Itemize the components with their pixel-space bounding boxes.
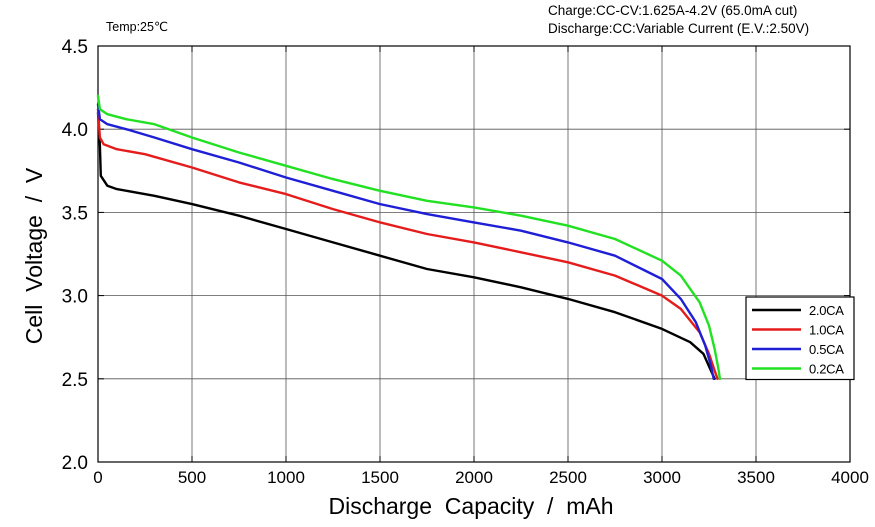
temperature-note: Temp:25℃ — [106, 20, 168, 34]
x-tick-label: 3000 — [643, 468, 681, 487]
axis-ticks — [97, 45, 851, 463]
discharge-condition-note: Discharge:CC:Variable Current (E.V.:2.50… — [548, 21, 810, 36]
series-lines — [96, 94, 722, 380]
legend-label: 2.0CA — [809, 303, 844, 318]
x-tick-label: 3500 — [737, 468, 775, 487]
y-tick-label: 4.0 — [62, 120, 88, 141]
legend-label: 0.5CA — [809, 342, 844, 357]
series-line-2-0CA — [96, 111, 716, 380]
y-axis-label: Cell Voltage / V — [21, 167, 47, 344]
y-tick-label: 2.5 — [62, 370, 88, 391]
y-tick-label: 3.0 — [62, 287, 88, 308]
legend-label: 1.0CA — [809, 323, 844, 338]
x-tick-label: 2000 — [455, 468, 493, 487]
x-tick-label: 2500 — [549, 468, 587, 487]
legend-label: 0.2CA — [809, 362, 844, 377]
series-line-0-2CA — [96, 94, 722, 380]
y-tick-label: 4.5 — [62, 37, 88, 58]
x-tick-label: 1000 — [267, 468, 305, 487]
y-tick-label: 3.5 — [62, 203, 88, 224]
x-tick-label: 0 — [93, 468, 102, 487]
series-line-0-5CA — [96, 103, 715, 380]
x-tick-label: 4000 — [831, 468, 869, 487]
x-tick-label: 500 — [178, 468, 206, 487]
x-tick-labels: 0 500 1000 1500 2000 2500 3000 3500 4000 — [93, 468, 869, 487]
series-line-1-0CA — [96, 108, 719, 380]
x-axis-label: Discharge Capacity / mAh — [328, 493, 613, 519]
y-tick-label: 2.0 — [62, 453, 88, 474]
x-tick-label: 1500 — [361, 468, 399, 487]
grid-lines — [98, 46, 850, 462]
legend: 2.0CA 1.0CA 0.5CA 0.2CA — [745, 296, 855, 381]
y-tick-labels: 2.0 2.5 3.0 3.5 4.0 4.5 — [62, 37, 88, 474]
charge-condition-note: Charge:CC-CV:1.625A-4.2V (65.0mA cut) — [548, 3, 798, 18]
